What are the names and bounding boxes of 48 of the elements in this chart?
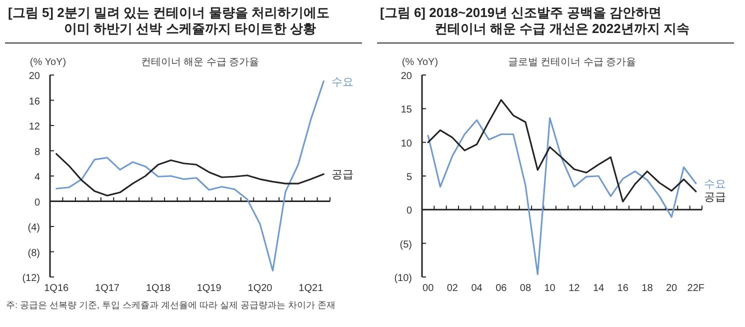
series-label: 수요 (332, 76, 354, 88)
y-axis-title: (% YoY) (402, 57, 438, 68)
y-tick-label: (12) (22, 273, 40, 284)
x-tick-label: 02 (446, 283, 458, 294)
x-tick-label: 1Q18 (146, 283, 171, 294)
chart-title: [그림 5] 2분기 밀려 있는 컨테이너 물량을 처리하기에도 이미 하반기 선박 스케쥴까지 타이트한 상황 (8, 5, 330, 36)
x-tick-label: 12 (568, 283, 580, 294)
y-tick-label: (4) (28, 222, 40, 234)
y-tick-label: 8 (34, 146, 40, 158)
series-label: 공급 (704, 191, 726, 204)
y-tick-label: 0 (34, 197, 40, 208)
y-tick-label: (10) (394, 273, 412, 284)
y-tick-label: 10 (400, 138, 412, 150)
y-tick-label: (8) (28, 248, 40, 259)
series-label: 수요 (704, 178, 726, 190)
text: 주: 공급은 선복량 기준, 투입 스케쥴과 계선율에 따라 실제 공급량과는 차이가 존재 (6, 300, 336, 310)
x-tick-label: 1Q19 (196, 283, 222, 294)
x-tick-label: 06 (496, 283, 508, 294)
y-axis-title: (% YoY) (30, 57, 66, 68)
x-tick-label: 14 (592, 283, 605, 294)
line-series (56, 80, 324, 272)
x-tick-label: 16 (617, 283, 629, 294)
y-tick-label: 0 (406, 206, 412, 217)
x-tick-label: 00 (422, 283, 434, 294)
y-tick-label: 20 (400, 71, 412, 82)
x-tick-label: 18 (642, 283, 654, 294)
x-tick-label: 1Q17 (95, 283, 120, 294)
y-tick-label: 5 (406, 172, 412, 183)
x-tick-label: 22F (687, 283, 705, 294)
y-tick-label: (5) (400, 239, 412, 250)
x-tick-label: 04 (471, 283, 483, 294)
y-tick-label: 12 (28, 122, 40, 132)
chart-subtitle: 컨테이너 해운 수급 증가율 (140, 57, 260, 68)
x-tick-label: 1Q21 (298, 283, 324, 294)
x-tick-label: 1Q16 (44, 283, 70, 294)
x-tick-label: 08 (520, 283, 532, 294)
chart-subtitle: 글로벌 컨테이너 수급 증가율 (508, 57, 636, 68)
line-series (56, 153, 324, 196)
x-tick-label: 1Q20 (248, 283, 273, 294)
y-tick-label: 15 (400, 104, 412, 116)
chart-title: [그림 6] 2018~2019년 신조발주 공백을 감안하면 컨테이너 해운 수급 개선은 2022년까지 지속 (380, 5, 690, 36)
line-series (427, 117, 697, 276)
series-label: 공급 (332, 169, 354, 182)
x-tick-label: 20 (666, 283, 678, 294)
y-tick-label: 16 (28, 96, 40, 108)
y-tick-label: 20 (28, 71, 40, 82)
y-tick-label: 4 (34, 172, 40, 183)
x-tick-label: 10 (544, 283, 556, 294)
